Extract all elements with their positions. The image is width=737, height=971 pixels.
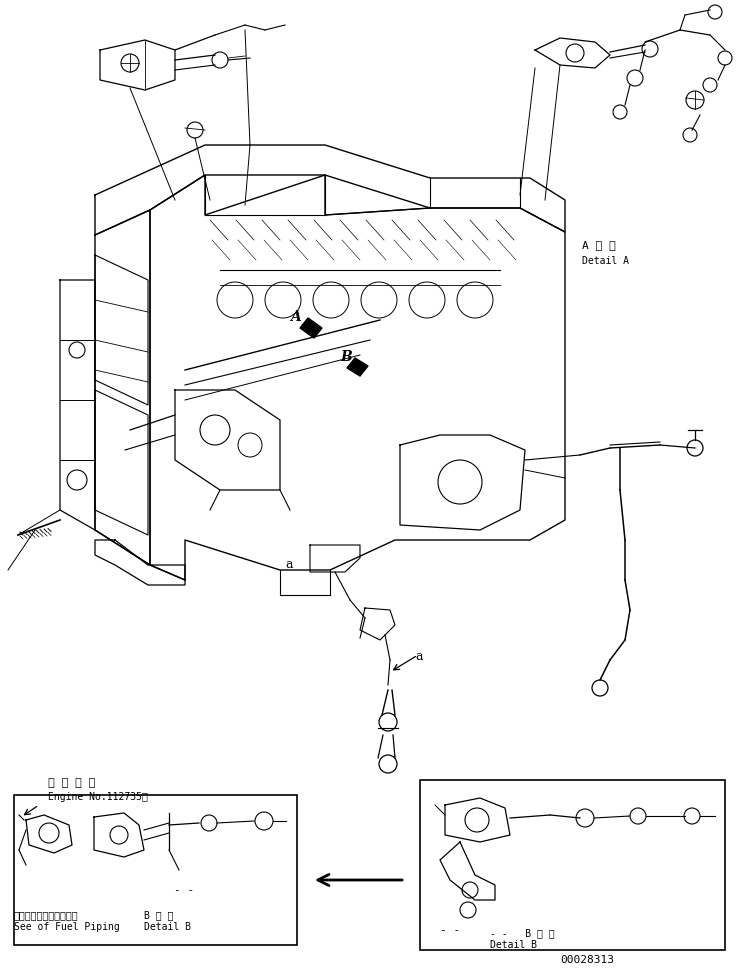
Polygon shape [300, 318, 322, 338]
Text: a: a [415, 650, 422, 663]
Text: B: B [340, 350, 352, 364]
Text: Detail B: Detail B [490, 940, 537, 950]
Text: - -: - - [440, 925, 460, 935]
Text: A: A [290, 310, 301, 324]
Polygon shape [347, 358, 368, 376]
Text: Detail A: Detail A [582, 256, 629, 266]
Text: A 詳 細: A 詳 細 [582, 240, 615, 250]
Text: 適 用 号 機: 適 用 号 機 [48, 778, 95, 788]
Text: フェエルバイビング参照: フェエルバイビング参照 [14, 910, 79, 920]
Text: - -   B 詳 細: - - B 詳 細 [490, 928, 555, 938]
Text: Engine No.112735～: Engine No.112735～ [48, 792, 148, 802]
Text: B 詳 細: B 詳 細 [144, 910, 173, 920]
Text: Detail B: Detail B [144, 922, 191, 932]
Bar [14, 795, 297, 945]
Bar [420, 780, 725, 950]
Text: a: a [285, 558, 293, 571]
Text: See of Fuel Piping: See of Fuel Piping [14, 922, 119, 932]
Text: 00028313: 00028313 [560, 955, 614, 965]
Text: - -: - - [174, 885, 195, 895]
